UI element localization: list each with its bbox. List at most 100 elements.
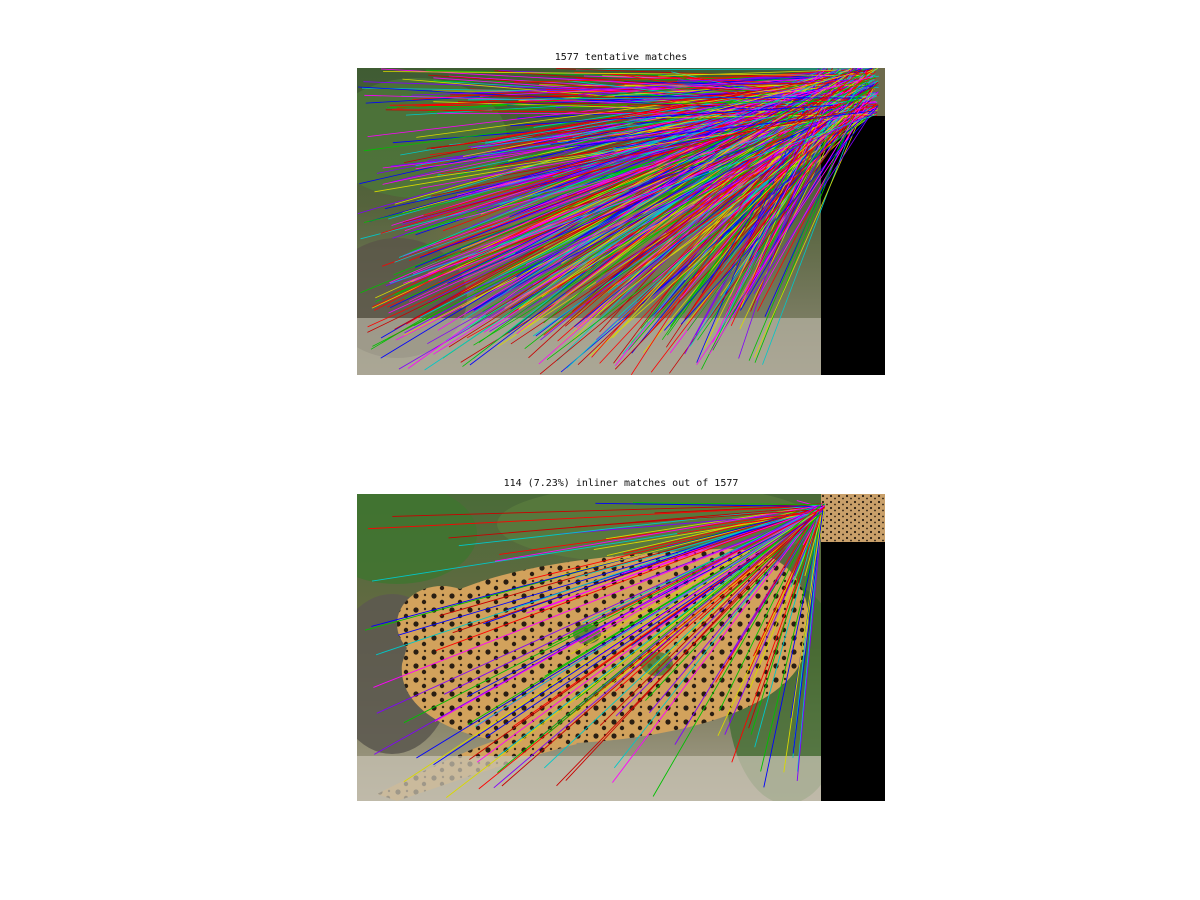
tentative-match-line [390,114,877,284]
tentative-match-line [515,74,847,254]
inlier-match-line [368,504,825,530]
tentative-match-line [567,80,821,111]
pad-black [821,116,885,375]
inlier-match-line [754,506,822,748]
tentative-match-line [462,86,824,321]
inlier-match-line [783,508,824,773]
inlier-match-line [501,504,824,787]
tentative-match-line [532,92,876,337]
tentative-match-line [700,71,860,206]
tentative-match-line [658,69,842,77]
tentative-match-line [546,112,874,361]
tentative-match-line [748,68,856,142]
tentative-match-line [688,114,847,267]
tentative-match-line [755,107,866,301]
tentative-match-line [462,73,848,367]
tentative-match-line [557,110,855,170]
tentative-match-line [709,91,871,355]
tentative-match-line [689,88,858,347]
inlier-match-line [526,507,823,614]
tentative-match-line [680,108,877,325]
tentative-match-line [709,72,854,113]
inlier-match-line [612,503,823,783]
tentative-match-line [585,94,878,157]
inlier-match-line [435,507,822,652]
inlier-match-line [548,504,821,647]
tentative-match-line [589,75,846,240]
tentative-match-line [390,113,847,167]
inlier-match-line [613,505,821,769]
tentative-match-line [676,75,855,82]
inlier-match-line [403,509,820,783]
tentative-match-line [411,79,858,96]
tentative-match-line [694,79,850,206]
tentative-match-line [409,115,851,182]
tentative-match-line [510,104,834,127]
inlier-match-line [632,502,824,506]
tentative-match-line [472,69,840,227]
inlier-match-line [606,504,825,557]
tentative-match-line [753,103,878,294]
inlier-match-line [582,506,824,624]
tentative-match-line [617,90,870,317]
pad-black [821,542,885,801]
tentative-match-line [574,71,822,86]
tentative-match-line [372,91,869,347]
inlier-match-line [493,508,823,789]
tentative-match-line [392,79,849,239]
tentative-match-line [543,90,824,324]
tentative-match-lines [357,68,880,375]
inlier-match-line [804,511,823,577]
tentative-match-line [575,68,870,71]
tentative-match-line [757,81,879,222]
inlier-match-line [579,508,821,644]
inlier-match-line [494,505,821,562]
inlier-match-line [434,504,823,722]
inlier-match-line [718,507,820,711]
tentative-match-line [757,73,868,189]
tentative-match-line [703,73,841,349]
tentative-match-line [518,95,867,310]
inlier-match-line [595,502,822,508]
tentative-match-line [581,109,825,170]
inlier-match-line [398,508,823,636]
tentative-match-line [571,71,853,312]
inlier-match-line [452,508,821,634]
inlier-match-line [497,505,820,773]
inlier-match-line [371,506,821,627]
tentative-match-line [572,81,867,266]
tentative-match-line [694,105,862,304]
tentative-match-line [360,83,870,294]
tentative-match-line [574,83,875,328]
inlier-match-line [724,508,824,735]
inlier-match-line [717,504,826,736]
inlier-match-line [715,504,822,683]
tentative-match-line [367,87,872,333]
tentative-match-line [455,114,850,221]
tentative-match-line [748,98,860,361]
tentative-match-line [398,72,843,258]
inlier-match-line [748,507,825,691]
tentative-match-line [670,84,845,107]
tentative-match-line [416,81,832,138]
inlier-match-line [652,506,821,797]
inlier-match-line [565,508,820,781]
inlier-match-line [574,508,820,528]
inlier-match-line [448,505,824,539]
inlier-match-line [729,509,823,657]
inlier-match-line [569,511,823,719]
tentative-match-line [450,94,836,101]
inlier-match-line [677,510,820,535]
tentative-match-line [585,103,878,305]
inlier-match-line [374,504,820,755]
tentative-match-line [387,100,861,108]
inlier-match-line [376,508,825,714]
inlier-match-line [499,509,822,555]
tentative-matches-plot [357,68,885,375]
inlier-match-line [474,510,820,727]
inlier-match-line [570,507,822,655]
bottom-plot-title: 114 (7.23%) inliner matches out of 1577 [503,478,739,489]
inlier-match-line [599,509,820,726]
tentative-match-line [391,109,878,116]
tentative-match-line [464,111,877,294]
